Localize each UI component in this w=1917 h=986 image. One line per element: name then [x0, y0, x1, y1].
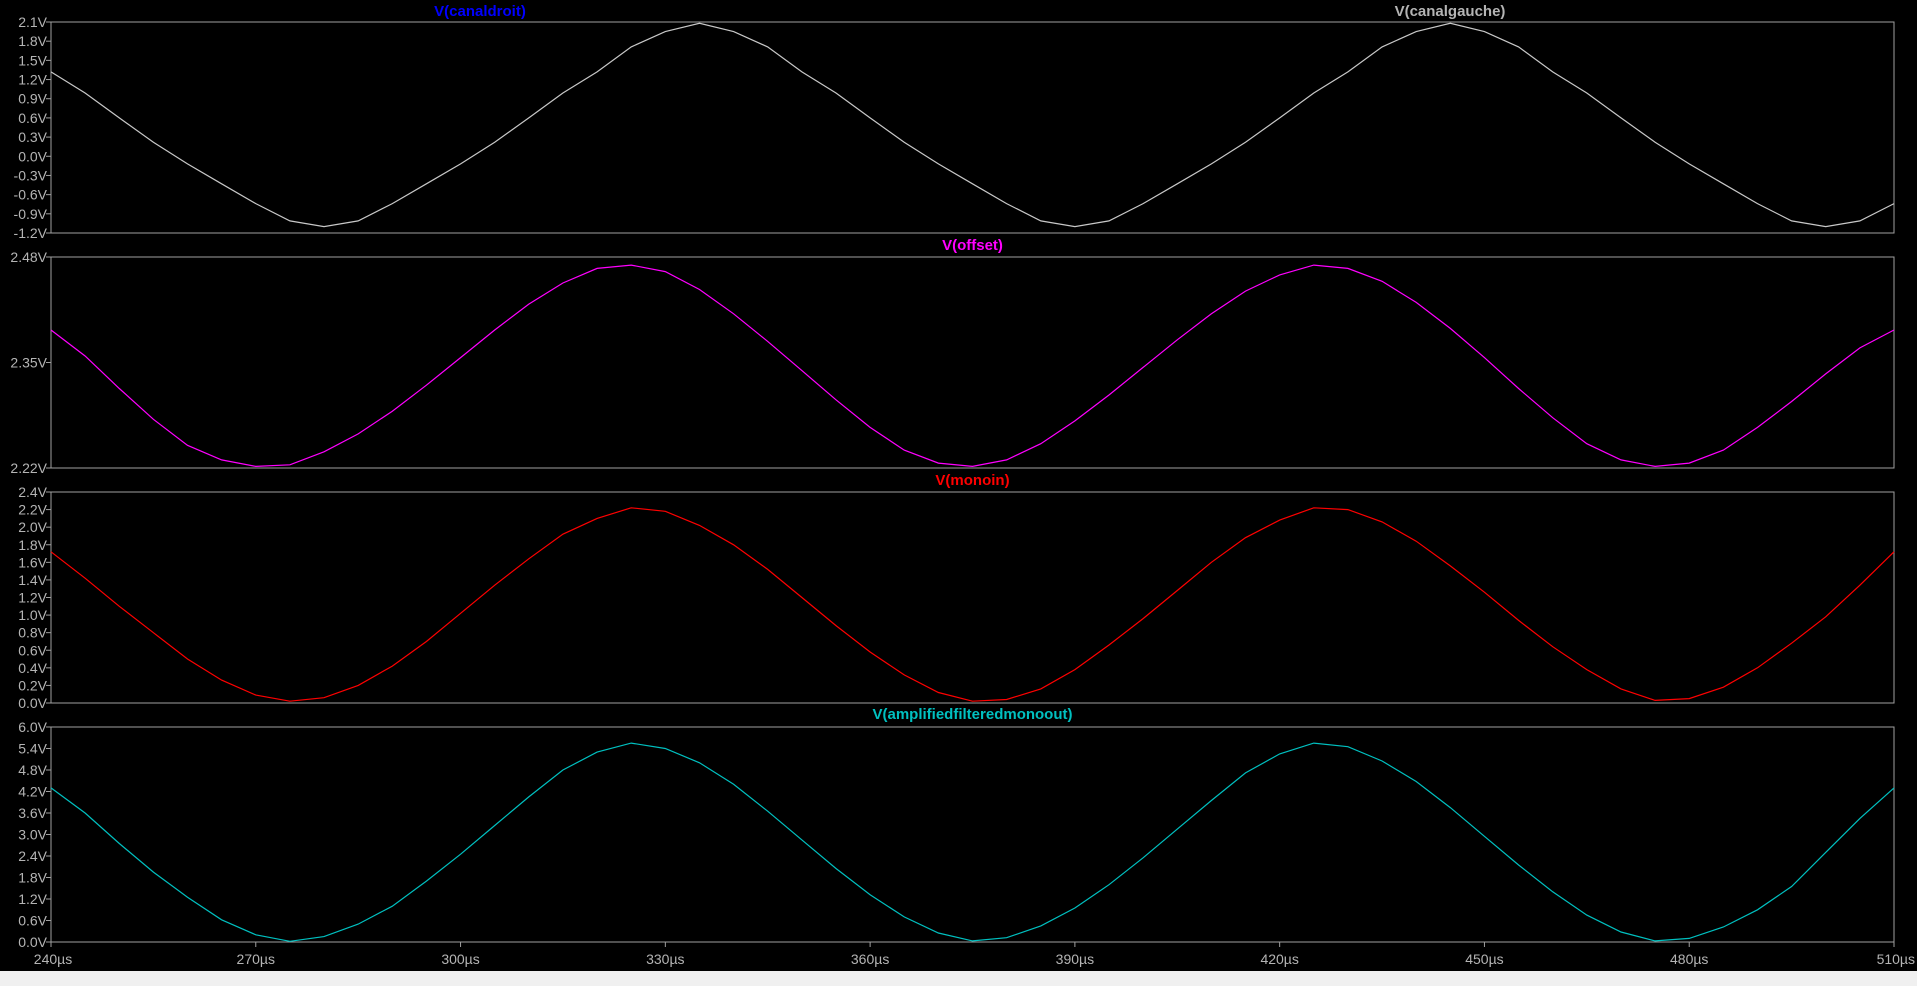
- y-tick-label: 2.35V: [10, 355, 47, 371]
- y-tick-label: 0.0V: [18, 934, 47, 950]
- trace-label-canalgauche: V(canalgauche): [1395, 3, 1506, 20]
- y-tick-label: 5.4V: [18, 741, 47, 757]
- y-tick-label: 2.1V: [18, 14, 47, 30]
- y-tick-label: 1.6V: [18, 554, 47, 570]
- y-tick-label: 4.8V: [18, 762, 47, 778]
- x-tick-label: 330µs: [646, 951, 684, 967]
- x-tick-label: 360µs: [851, 951, 889, 967]
- plot-pane-1[interactable]: [50, 21, 1895, 234]
- y-tick-label: -0.6V: [14, 187, 48, 203]
- x-tick-label: 450µs: [1465, 951, 1503, 967]
- y-tick-label: 0.9V: [18, 91, 47, 107]
- x-tick-label: 390µs: [1056, 951, 1094, 967]
- trace-label-voffset: V(offset): [942, 237, 1003, 254]
- x-tick-label: 300µs: [441, 951, 479, 967]
- y-tick-label: -0.9V: [14, 206, 48, 222]
- y-tick-label: 0.2V: [18, 677, 47, 693]
- y-tick-label: 1.8V: [18, 537, 47, 553]
- y-tick-label: 0.0V: [18, 695, 47, 711]
- x-tick-label: 420µs: [1260, 951, 1298, 967]
- trace-voffset: [50, 264, 1895, 468]
- y-tick-label: 0.6V: [18, 642, 47, 658]
- y-tick-label: 2.4V: [18, 484, 47, 500]
- y-tick-label: 1.2V: [18, 72, 47, 88]
- y-tick-label: -1.2V: [14, 225, 48, 241]
- x-tick-label: 480µs: [1670, 951, 1708, 967]
- trace-vcanalgauche: [50, 22, 1895, 228]
- trace-label-vmonoin: V(monoin): [935, 472, 1009, 489]
- trace-label-canaldroit: V(canaldroit): [434, 3, 526, 20]
- y-tick-label: 3.0V: [18, 827, 47, 843]
- y-tick-label: 2.2V: [18, 502, 47, 518]
- trace-vamplifiedfilteredmonoout: [50, 742, 1895, 942]
- y-tick-label: 1.8V: [18, 870, 47, 886]
- status-bar: [0, 971, 1917, 986]
- y-tick-label: 0.8V: [18, 625, 47, 641]
- y-tick-label: 4.2V: [18, 784, 47, 800]
- y-tick-label: 3.6V: [18, 805, 47, 821]
- y-tick-label: 0.4V: [18, 660, 47, 676]
- plot-pane-2[interactable]: [50, 256, 1895, 469]
- trace-label-vamplifiedfilteredmonoout: V(amplifiedfilteredmonoout): [873, 706, 1073, 723]
- x-tick-label: 240µs: [34, 951, 72, 967]
- trace-vmonoin: [50, 507, 1895, 702]
- y-tick-label: 0.3V: [18, 129, 47, 145]
- y-tick-label: 0.6V: [18, 913, 47, 929]
- y-tick-label: 0.6V: [18, 110, 47, 126]
- y-tick-label: 0.0V: [18, 148, 47, 164]
- plot-pane-4[interactable]: [50, 726, 1895, 943]
- y-tick-label: 1.8V: [18, 33, 47, 49]
- y-tick-label: -0.3V: [14, 167, 48, 183]
- y-tick-label: 1.5V: [18, 52, 47, 68]
- plot-pane-3[interactable]: [50, 491, 1895, 704]
- x-tick-label: 510µs: [1877, 951, 1915, 967]
- y-tick-label: 6.0V: [18, 719, 47, 735]
- y-tick-label: 2.4V: [18, 848, 47, 864]
- y-tick-label: 2.48V: [10, 249, 47, 265]
- y-tick-label: 2.22V: [10, 460, 47, 476]
- y-tick-label: 2.0V: [18, 519, 47, 535]
- trace-vcanaldroit: [51, 40, 1894, 207]
- x-tick-label: 270µs: [237, 951, 275, 967]
- y-tick-label: 1.2V: [18, 891, 47, 907]
- y-tick-label: 1.2V: [18, 590, 47, 606]
- y-tick-label: 1.4V: [18, 572, 47, 588]
- y-tick-label: 1.0V: [18, 607, 47, 623]
